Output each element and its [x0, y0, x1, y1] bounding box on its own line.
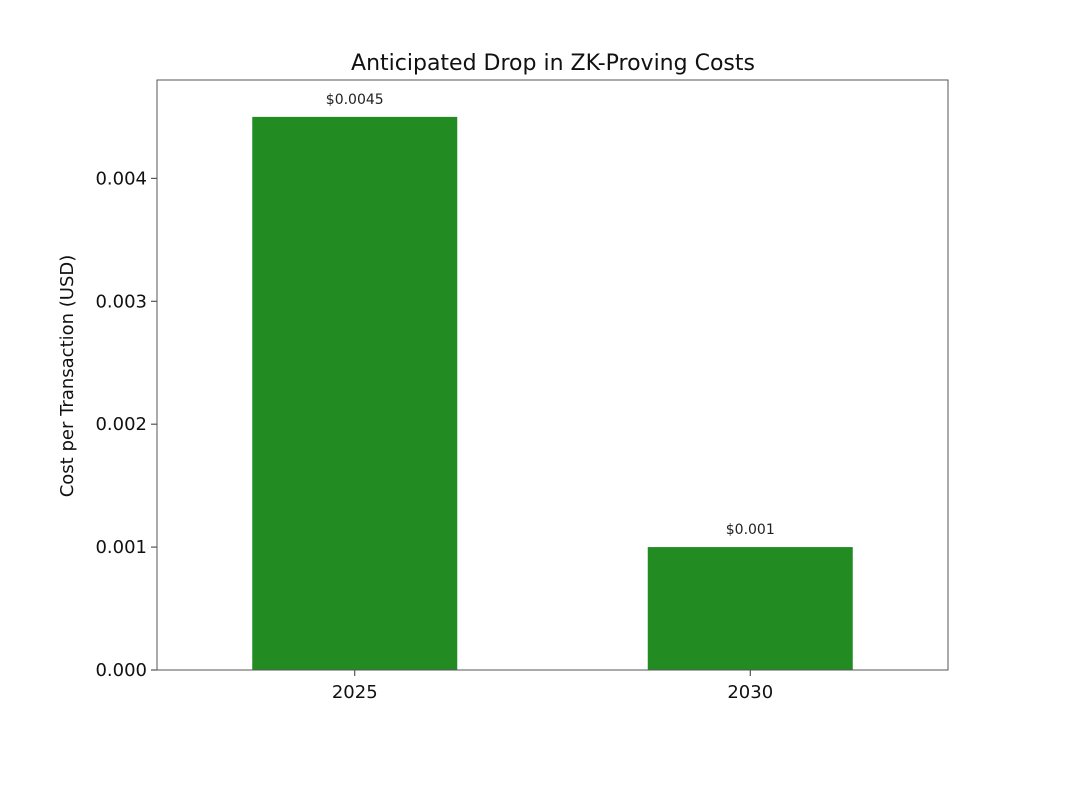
data-label-2025: $0.0045 [326, 92, 384, 108]
bar-2025 [252, 116, 458, 670]
y-tick-label-3: 0.003 [95, 291, 147, 312]
x-tick-label-2030: 2030 [727, 682, 773, 703]
y-tick-label-1: 0.001 [95, 537, 147, 558]
plot-area: $0.0045 2025 $0.001 2030 0.000 0.001 0.002 0.00… [95, 79, 949, 703]
y-tick-label-2: 0.002 [95, 414, 147, 435]
chart-title: Anticipated Drop in ZK-Proving Costs [351, 51, 755, 76]
axes-frame [156, 79, 949, 671]
y-tick-label-0: 0.000 [95, 660, 147, 681]
x-tick-label-2025: 2025 [332, 682, 378, 703]
y-axis-label: Cost per Transaction (USD) [57, 255, 78, 498]
bar-2030 [647, 547, 853, 670]
y-tick-label-4: 0.004 [95, 168, 147, 189]
data-label-2030: $0.001 [726, 522, 775, 538]
